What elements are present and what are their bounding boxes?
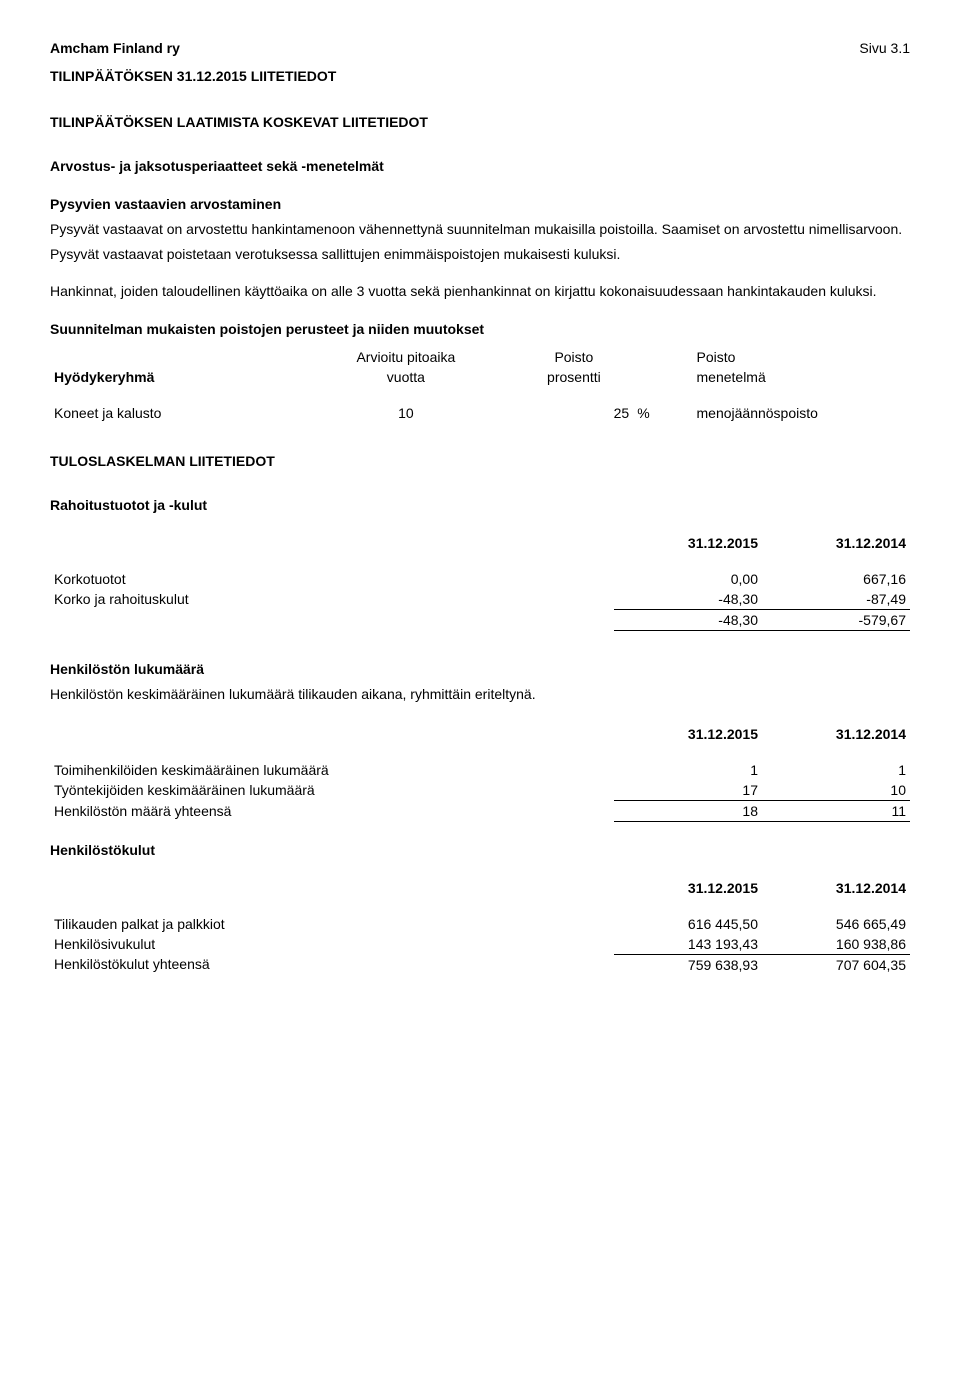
henkilosto-yht-label: Henkilöstön määrä yhteensä xyxy=(50,800,614,821)
tyontekijat-label: Työntekijöiden keskimääräinen lukumäärä xyxy=(50,780,614,801)
korkotuotot-2015: 0,00 xyxy=(614,569,762,589)
pysyvien-subheading: Pysyvien vastaavien arvostaminen xyxy=(50,196,910,212)
kulut-yht-2015: 759 638,93 xyxy=(614,954,762,975)
row-koneet-label: Koneet ja kalusto xyxy=(50,403,297,423)
col-hyodykeryhma: Hyödykeryhmä xyxy=(50,367,297,387)
palkat-2014: 546 665,49 xyxy=(762,914,910,934)
page-number: Sivu 3.1 xyxy=(859,40,910,56)
poistot-table: Arvioitu pitoaika Poisto Poisto Hyödyker… xyxy=(50,347,910,423)
col-arvioitu-l2: vuotta xyxy=(297,367,514,387)
para-pysyvat-2: Pysyvät vastaavat poistetaan verotuksess… xyxy=(50,245,910,264)
tyontekijat-2015: 17 xyxy=(614,780,762,801)
rahoitus-sum-2015: -48,30 xyxy=(614,609,762,630)
col-poisto-l1: Poisto xyxy=(515,347,634,367)
row-koneet-menetelma: menojäännöspoisto xyxy=(693,403,911,423)
henkiloston-heading: Henkilöstön lukumäärä xyxy=(50,661,910,677)
henk-head-2015: 31.12.2015 xyxy=(614,724,762,744)
arvostus-subheading: Arvostus- ja jaksotusperiaatteet sekä -m… xyxy=(50,158,910,174)
korkotuotot-label: Korkotuotot xyxy=(50,569,614,589)
suunnitelman-heading: Suunnitelman mukaisten poistojen peruste… xyxy=(50,321,910,337)
tuloslaskelman-heading: TULOSLASKELMAN LIITETIEDOT xyxy=(50,453,910,469)
sivukulut-2014: 160 938,86 xyxy=(762,934,910,955)
korkotuotot-2014: 667,16 xyxy=(762,569,910,589)
kulut-head-2015: 31.12.2015 xyxy=(614,878,762,898)
row-koneet-prosentti: 25 xyxy=(515,403,634,423)
palkat-label: Tilikauden palkat ja palkkiot xyxy=(50,914,614,934)
henkilosto-yht-2014: 11 xyxy=(762,800,910,821)
korko-rahoituskulut-2014: -87,49 xyxy=(762,589,910,610)
kulut-yht-2014: 707 604,35 xyxy=(762,954,910,975)
doc-title: TILINPÄÄTÖKSEN 31.12.2015 LIITETIEDOT xyxy=(50,68,910,84)
henkilosto-yht-2015: 18 xyxy=(614,800,762,821)
palkat-2015: 616 445,50 xyxy=(614,914,762,934)
tyontekijat-2014: 10 xyxy=(762,780,910,801)
rahoitus-table: 31.12.2015 31.12.2014 Korkotuotot 0,00 6… xyxy=(50,533,910,631)
henkilostokulut-table: 31.12.2015 31.12.2014 Tilikauden palkat … xyxy=(50,878,910,975)
rahoitus-sum-2014: -579,67 xyxy=(762,609,910,630)
kulut-head-2014: 31.12.2014 xyxy=(762,878,910,898)
col-menetelma-l2: menetelmä xyxy=(693,367,911,387)
toimihenkilot-2015: 1 xyxy=(614,760,762,780)
section-laatimista-heading: TILINPÄÄTÖKSEN LAATIMISTA KOSKEVAT LIITE… xyxy=(50,114,910,130)
korko-rahoituskulut-label: Korko ja rahoituskulut xyxy=(50,589,614,610)
row-koneet-percent-sign: % xyxy=(633,403,692,423)
sivukulut-2015: 143 193,43 xyxy=(614,934,762,955)
sivukulut-label: Henkilösivukulut xyxy=(50,934,614,955)
rahoitus-head-2014: 31.12.2014 xyxy=(762,533,910,553)
rahoitustuotot-heading: Rahoitustuotot ja -kulut xyxy=(50,497,910,513)
henk-head-2014: 31.12.2014 xyxy=(762,724,910,744)
toimihenkilot-label: Toimihenkilöiden keskimääräinen lukumäär… xyxy=(50,760,614,780)
para-pysyvat-1: Pysyvät vastaavat on arvostettu hankinta… xyxy=(50,220,910,239)
kulut-yht-label: Henkilöstökulut yhteensä xyxy=(50,954,614,975)
row-koneet-vuotta: 10 xyxy=(297,403,514,423)
henkiloston-desc: Henkilöstön keskimääräinen lukumäärä til… xyxy=(50,685,910,704)
toimihenkilot-2014: 1 xyxy=(762,760,910,780)
org-name: Amcham Finland ry xyxy=(50,40,180,56)
col-poisto-l2: prosentti xyxy=(515,367,634,387)
rahoitus-head-2015: 31.12.2015 xyxy=(614,533,762,553)
henkilosto-table: 31.12.2015 31.12.2014 Toimihenkilöiden k… xyxy=(50,724,910,822)
col-menetelma-l1: Poisto xyxy=(693,347,911,367)
para-hankinnat: Hankinnat, joiden taloudellinen käyttöai… xyxy=(50,282,910,301)
col-arvioitu-l1: Arvioitu pitoaika xyxy=(297,347,514,367)
korko-rahoituskulut-2015: -48,30 xyxy=(614,589,762,610)
henkilostokulut-heading: Henkilöstökulut xyxy=(50,842,910,858)
